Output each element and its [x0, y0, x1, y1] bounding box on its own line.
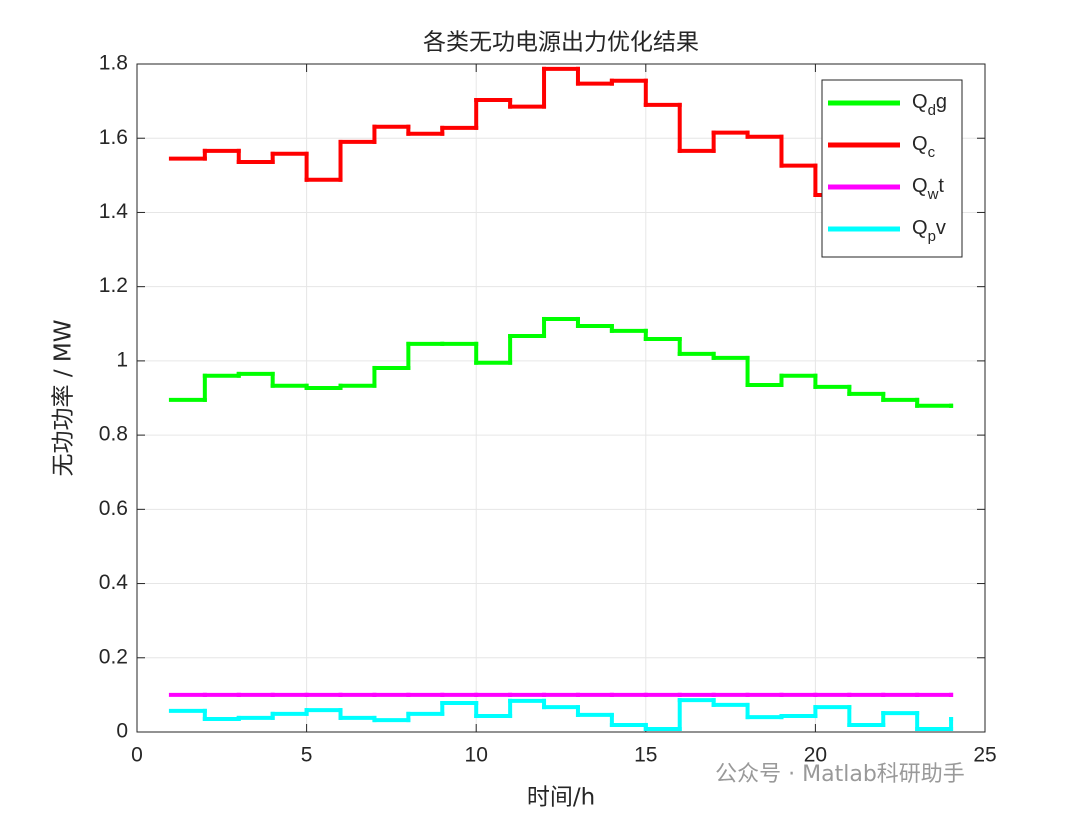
x-tick-label: 25 [973, 744, 996, 767]
y-tick-label: 1.4 [99, 200, 129, 223]
x-tick-label: 5 [301, 744, 313, 767]
x-tick-label: 0 [131, 744, 143, 767]
legend-label: Qc [912, 133, 936, 161]
legend-label: Qwt [912, 175, 944, 203]
legend: Qdg Qc Qwt Qpv [821, 79, 963, 258]
x-tick-label: 20 [804, 744, 827, 767]
y-tick-label: 1.6 [99, 126, 128, 149]
plot-area [168, 66, 954, 732]
y-tick-label: 1.2 [99, 274, 128, 297]
axes-box [136, 63, 986, 733]
y-tick-label: 0.8 [99, 423, 128, 446]
y-tick-label: 1.8 [99, 52, 128, 75]
y-axis-label: 无功功率 / MW [51, 320, 77, 477]
y-tick-label: 0 [116, 720, 128, 743]
legend-label: Qpv [912, 217, 946, 245]
y-tick-label: 0.4 [99, 571, 129, 594]
x-tick-label: 15 [634, 744, 657, 767]
chart-title: 各类无功电源出力优化结果 [423, 30, 699, 56]
x-tick-label: 10 [465, 744, 488, 767]
y-tick-label: 0.2 [99, 645, 128, 668]
legend-label: Qdg [912, 91, 947, 119]
y-tick-label: 0.6 [99, 497, 128, 520]
x-axis-label: 时间/h [527, 785, 595, 811]
watermark: 公众号 · Matlab科研助手 [715, 762, 965, 787]
y-tick-label: 1 [116, 348, 128, 371]
